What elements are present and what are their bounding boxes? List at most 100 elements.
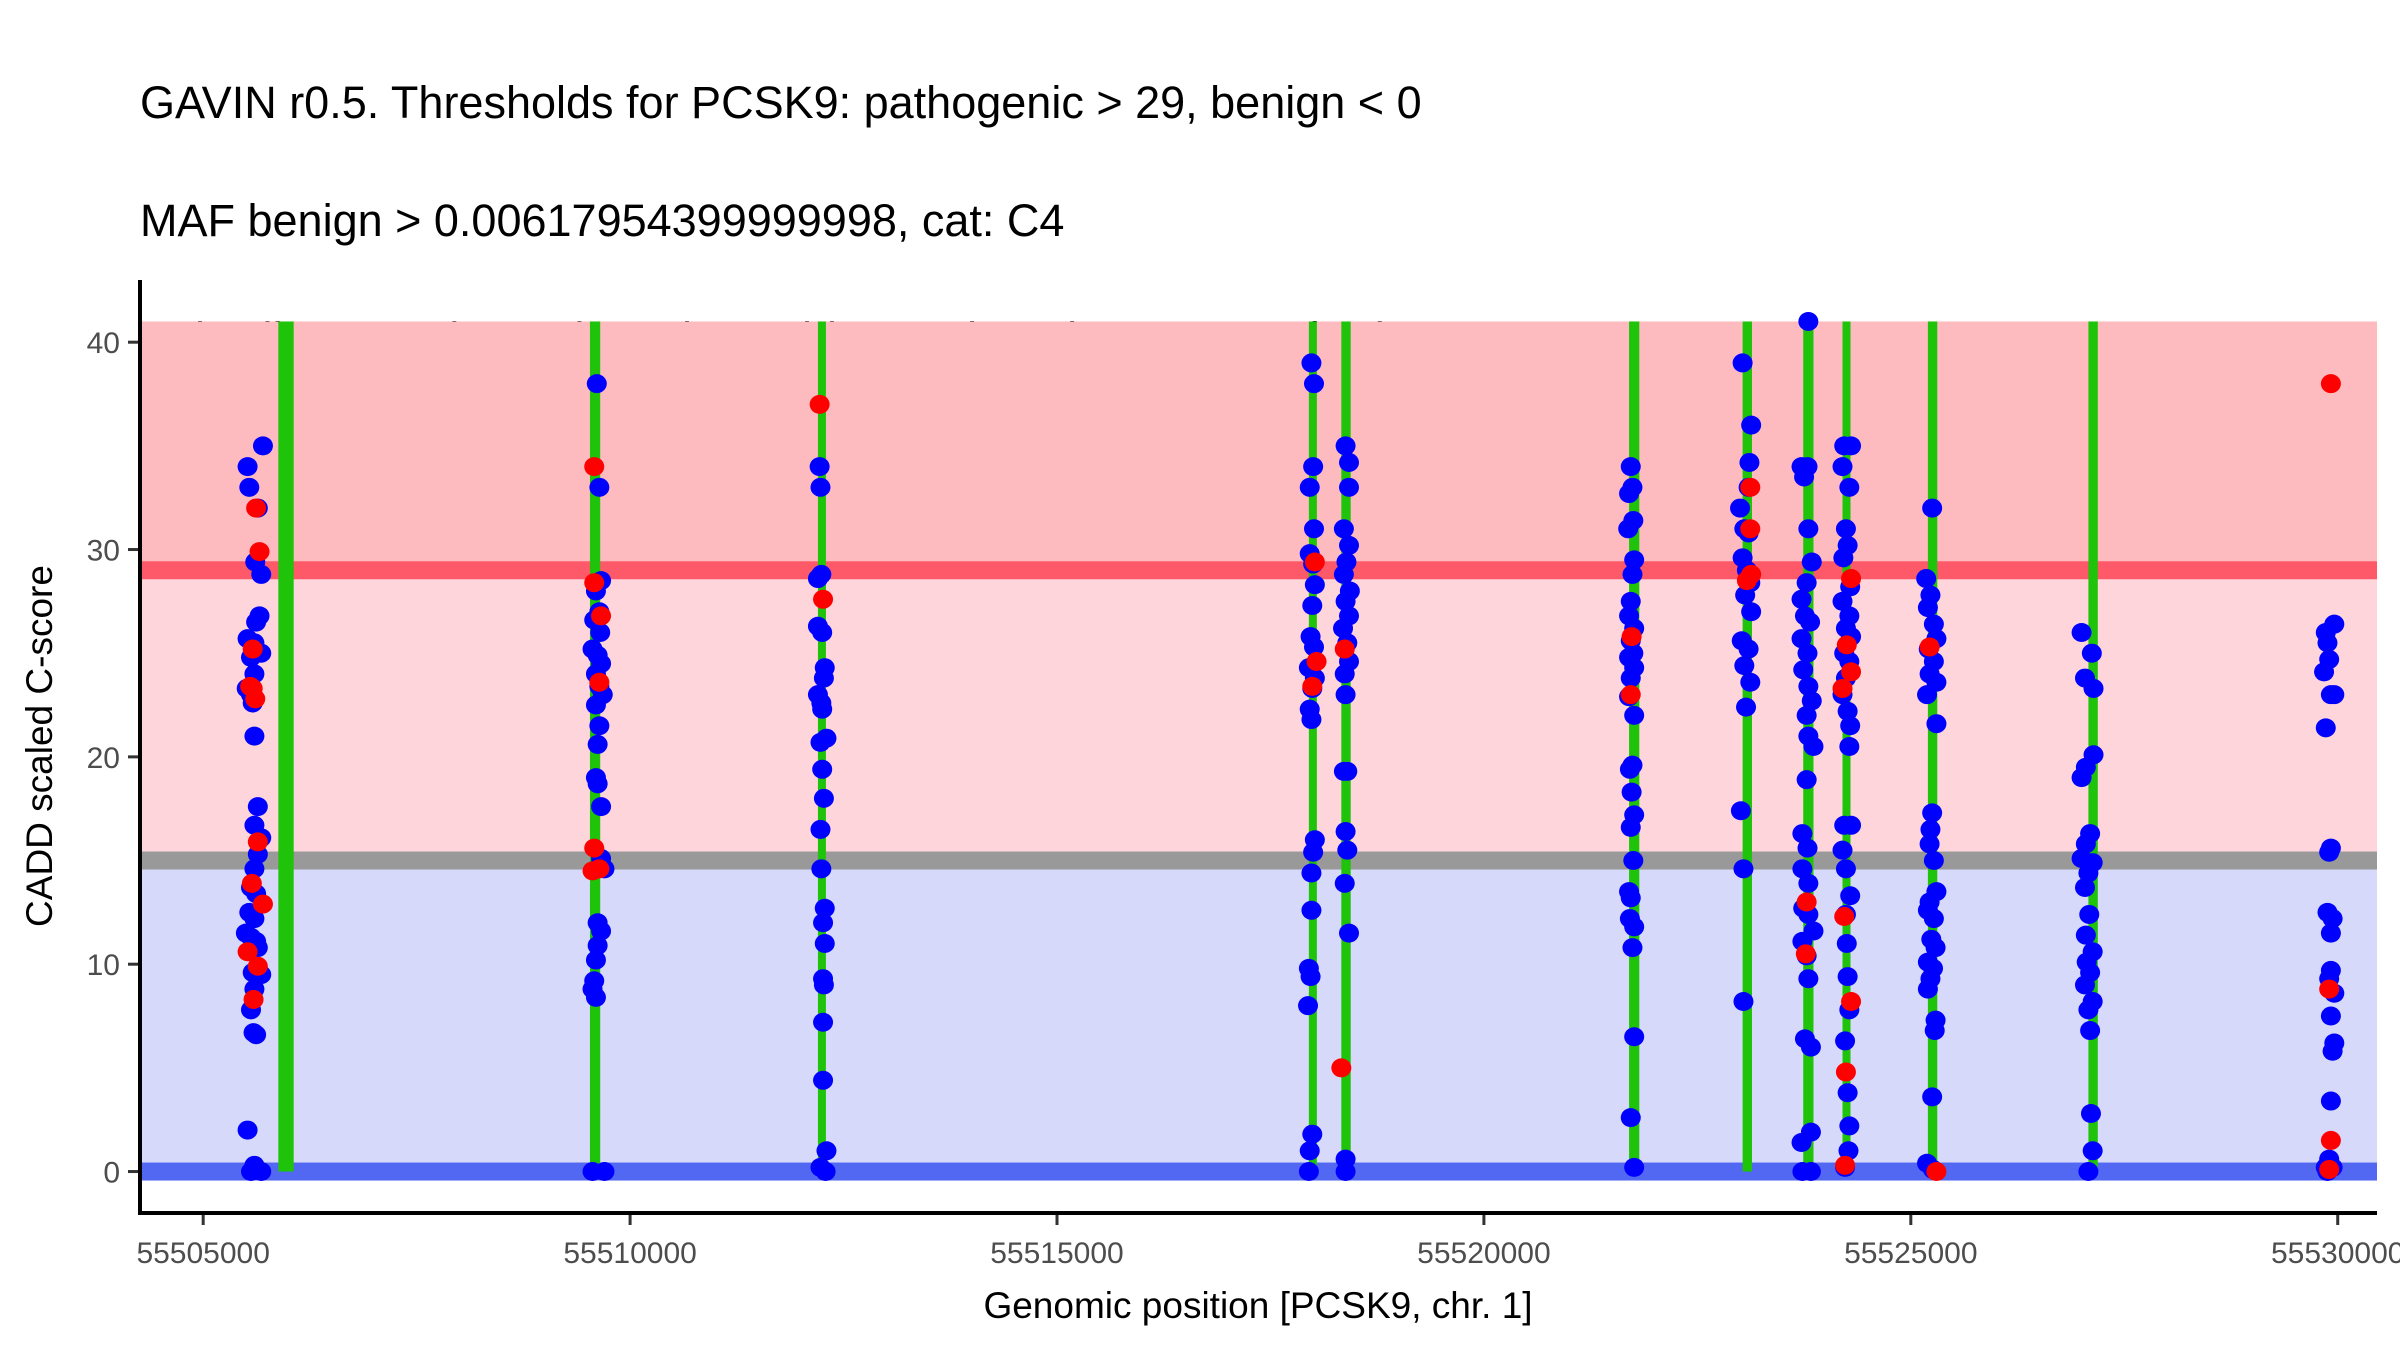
gnomad-point — [1619, 484, 1640, 504]
y-tick-label: 0 — [103, 1157, 120, 1190]
gnomad-point — [2315, 718, 2336, 738]
gnomad-point — [587, 734, 608, 754]
pathogenic-region-band — [142, 321, 2377, 571]
gnomad-point — [1832, 840, 1853, 860]
gnomad-point — [1339, 535, 1360, 555]
gnomad-point — [2079, 904, 2100, 924]
gnomad-point — [1798, 969, 1819, 989]
gnomad-point — [1922, 498, 1943, 518]
gnomad-point — [1624, 1027, 1645, 1047]
gnomad-point — [2083, 678, 2104, 698]
gnomad-point — [1302, 1124, 1323, 1144]
gnomad-point — [1621, 782, 1642, 802]
gnomad-point — [810, 732, 831, 752]
gnomad-point — [1739, 452, 1760, 472]
gnomad-point — [1800, 1162, 1821, 1182]
gnomad-point — [2322, 1041, 2343, 1061]
gnomad-point — [1335, 591, 1356, 611]
gnomad-point — [1620, 668, 1641, 688]
gnomad-point — [1791, 629, 1812, 649]
clinvar-point — [584, 573, 605, 593]
gnomad-point — [2322, 909, 2343, 929]
gnomad-point — [587, 774, 608, 794]
clinvar-point — [1834, 907, 1855, 927]
exon-bar — [1341, 321, 1351, 1172]
gnomad-point — [1619, 759, 1640, 779]
pathogenic-threshold-line — [142, 561, 2377, 580]
y-ticks: 0 10 20 30 40 — [87, 327, 138, 1190]
fallback-threshold-line — [142, 851, 2377, 870]
gnomad-point — [244, 909, 265, 929]
gnomad-point — [1334, 664, 1355, 684]
gnomad-point — [1624, 1157, 1645, 1177]
gnomad-point — [1299, 477, 1320, 497]
gnomad-point — [1741, 602, 1762, 622]
gnomad-point — [1620, 591, 1641, 611]
exon-bar — [1308, 321, 1317, 1172]
gnomad-point — [1741, 415, 1762, 435]
gnomad-point — [247, 797, 268, 817]
x-tick-label: 55515000 — [990, 1237, 1123, 1270]
gnomad-point — [246, 612, 267, 632]
gnomad-point — [1335, 822, 1356, 842]
gnomad-point — [1620, 888, 1641, 908]
gnomad-point — [1732, 353, 1753, 373]
gnomad-point — [1298, 1162, 1319, 1182]
clinvar-point — [241, 873, 262, 893]
title-line-2: MAF benign > 0.00617954399999998, cat: C… — [140, 195, 1065, 246]
gnomad-point — [1917, 979, 1938, 999]
gnomad-point — [2074, 975, 2095, 995]
y-tick-label: 20 — [87, 742, 120, 775]
gnomad-point — [1922, 1087, 1943, 1107]
clinvar-point — [1304, 552, 1325, 572]
threshold-bands — [142, 321, 2377, 1172]
gnomad-point — [1798, 873, 1819, 893]
gnomad-point — [1925, 938, 1946, 958]
gnomad-point — [1837, 701, 1858, 721]
gnomad-point — [1301, 710, 1322, 730]
gnomad-point — [2080, 1021, 2101, 1041]
clinvar-point — [237, 942, 258, 962]
exon-bar — [1629, 321, 1640, 1172]
gnomad-point — [1840, 716, 1861, 736]
gnomad-point — [2080, 1103, 2101, 1123]
clinvar-point — [245, 689, 266, 709]
clinvar-point — [584, 838, 605, 858]
gnomad-point — [1923, 851, 1944, 871]
clinvar-point — [1841, 992, 1862, 1012]
gnomad-point — [590, 622, 611, 642]
clinvar-point — [589, 859, 610, 879]
gnomad-point — [809, 457, 830, 477]
clinvar-point — [1740, 519, 1761, 539]
gnomad-point — [813, 1070, 834, 1090]
gnomad-point — [1303, 374, 1324, 394]
clinvar-point — [1740, 477, 1761, 497]
clinvar-point — [247, 832, 268, 852]
gnomad-point — [1832, 457, 1853, 477]
gnomad-point — [1736, 697, 1757, 717]
gnomad-point — [1299, 1141, 1320, 1161]
gnomad-point — [2320, 1091, 2341, 1111]
clinvar-series — [237, 374, 2341, 1182]
gnomad-point — [807, 569, 828, 589]
gnomad-point — [1800, 612, 1821, 632]
gnomad-point — [1926, 882, 1947, 902]
gnomad-point — [1835, 859, 1856, 879]
gnomad-point — [1793, 660, 1814, 680]
gnomad-point — [1798, 519, 1819, 539]
gnomad-point — [1832, 591, 1853, 611]
gnomad-point — [1339, 923, 1360, 943]
gnomad-point — [1792, 824, 1813, 844]
gnomad-point — [1730, 498, 1751, 518]
gnomad-point — [1833, 548, 1854, 568]
gnomad-point — [1733, 992, 1754, 1012]
gnomad-point — [814, 898, 835, 918]
gnomad-point — [591, 797, 612, 817]
gnomad-point — [1735, 585, 1756, 605]
clinvar-point — [247, 956, 268, 976]
clinvar-point — [2319, 1159, 2340, 1179]
clinvar-point — [1796, 892, 1817, 912]
gnomad-point — [1620, 457, 1641, 477]
gnomad-point — [812, 699, 833, 719]
gnomad-point — [251, 564, 272, 584]
